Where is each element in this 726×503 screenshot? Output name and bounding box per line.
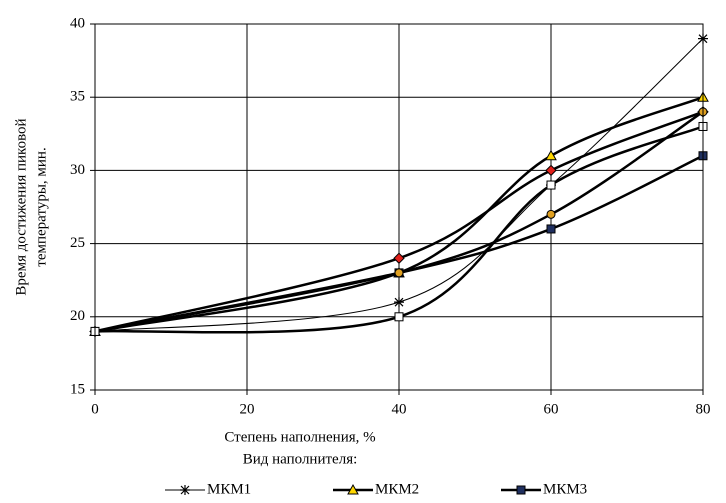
- y-axis-label-line: температуры, мин.: [33, 147, 49, 266]
- x-tick-label: 40: [392, 401, 407, 417]
- plot-frame: [94, 23, 704, 391]
- legend-label: МКМ3: [543, 481, 587, 497]
- data-point: [546, 180, 556, 190]
- y-tick-label: 35: [70, 89, 85, 105]
- series-line: [94, 110, 704, 333]
- series-line: [94, 96, 704, 333]
- x-tick-label: 20: [240, 401, 255, 417]
- data-point: [546, 224, 556, 234]
- data-point: [394, 268, 404, 278]
- data-point: [394, 297, 404, 308]
- series-line: [94, 110, 704, 333]
- legend-title: Вид наполнителя:: [243, 451, 358, 467]
- series-line: [94, 38, 704, 332]
- x-tick-label: 80: [696, 401, 711, 417]
- x-tick-label: 60: [544, 401, 559, 417]
- data-point: [545, 164, 557, 177]
- y-tick-label: 30: [70, 162, 85, 178]
- y-axis-label-line: Время достижения пиковой: [13, 118, 29, 295]
- legend-label: МКМ2: [375, 481, 419, 497]
- x-axis-label: Степень наполнения, %: [224, 429, 375, 445]
- y-tick-label: 20: [70, 308, 85, 324]
- y-tick-label: 40: [70, 15, 85, 31]
- x-tick-label: 0: [91, 401, 99, 417]
- legend-marker: [516, 485, 526, 495]
- series-line: [94, 125, 704, 334]
- legend-label: МКМ1: [207, 481, 251, 497]
- legend-marker: [347, 483, 359, 495]
- data-point: [545, 149, 557, 161]
- y-tick-label: 15: [70, 381, 85, 397]
- y-tick-label: 25: [70, 235, 85, 251]
- y-axis-label: Время достижения пиковой температуры, ми…: [13, 118, 49, 295]
- data-point: [393, 252, 405, 264]
- legend-marker: [180, 485, 190, 495]
- data-point: [546, 209, 556, 219]
- data-point: [394, 312, 404, 322]
